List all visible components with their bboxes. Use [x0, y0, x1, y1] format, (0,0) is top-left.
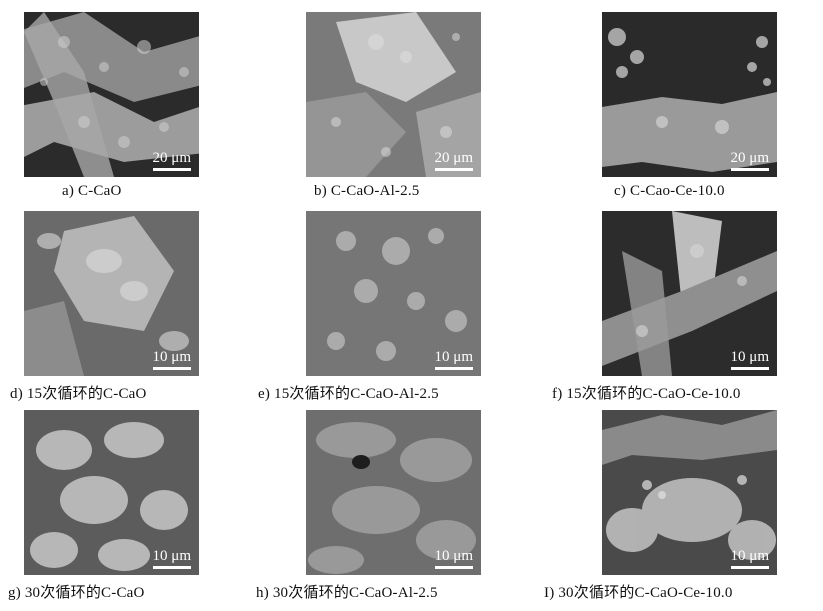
scale-bar: 20 μm	[152, 151, 191, 171]
panel-caption: e) 15次循环的C-CaO-Al-2.5	[258, 386, 439, 402]
panel-caption: f) 15次循环的C-CaO-Ce-10.0	[552, 386, 741, 402]
sem-image-d: 10 μm	[24, 211, 199, 376]
scale-bar: 10 μm	[152, 549, 191, 569]
sem-image-e: 10 μm	[306, 211, 481, 376]
sem-image-c: 20 μm	[602, 12, 777, 177]
scale-bar: 20 μm	[434, 151, 473, 171]
panel-caption: h) 30次循环的C-CaO-Al-2.5	[256, 585, 438, 601]
scale-bar: 10 μm	[434, 549, 473, 569]
panel-caption: I) 30次循环的C-CaO-Ce-10.0	[544, 585, 733, 601]
scale-bar: 10 μm	[730, 549, 769, 569]
panel-caption: b) C-CaO-Al-2.5	[314, 183, 420, 199]
sem-image-f: 10 μm	[602, 211, 777, 376]
panel-caption: d) 15次循环的C-CaO	[10, 386, 147, 402]
sem-image-b: 20 μm	[306, 12, 481, 177]
panel-caption: g) 30次循环的C-CaO	[8, 585, 145, 601]
panel-caption: a) C-CaO	[62, 183, 122, 199]
scale-bar: 10 μm	[730, 350, 769, 370]
sem-image-h: 10 μm	[306, 410, 481, 575]
panel-caption: c) C-Cao-Ce-10.0	[614, 183, 725, 199]
scale-bar: 20 μm	[730, 151, 769, 171]
scale-bar: 10 μm	[434, 350, 473, 370]
scale-bar: 10 μm	[152, 350, 191, 370]
sem-image-g: 10 μm	[24, 410, 199, 575]
sem-image-a: 20 μm	[24, 12, 199, 177]
sem-image-i: 10 μm	[602, 410, 777, 575]
